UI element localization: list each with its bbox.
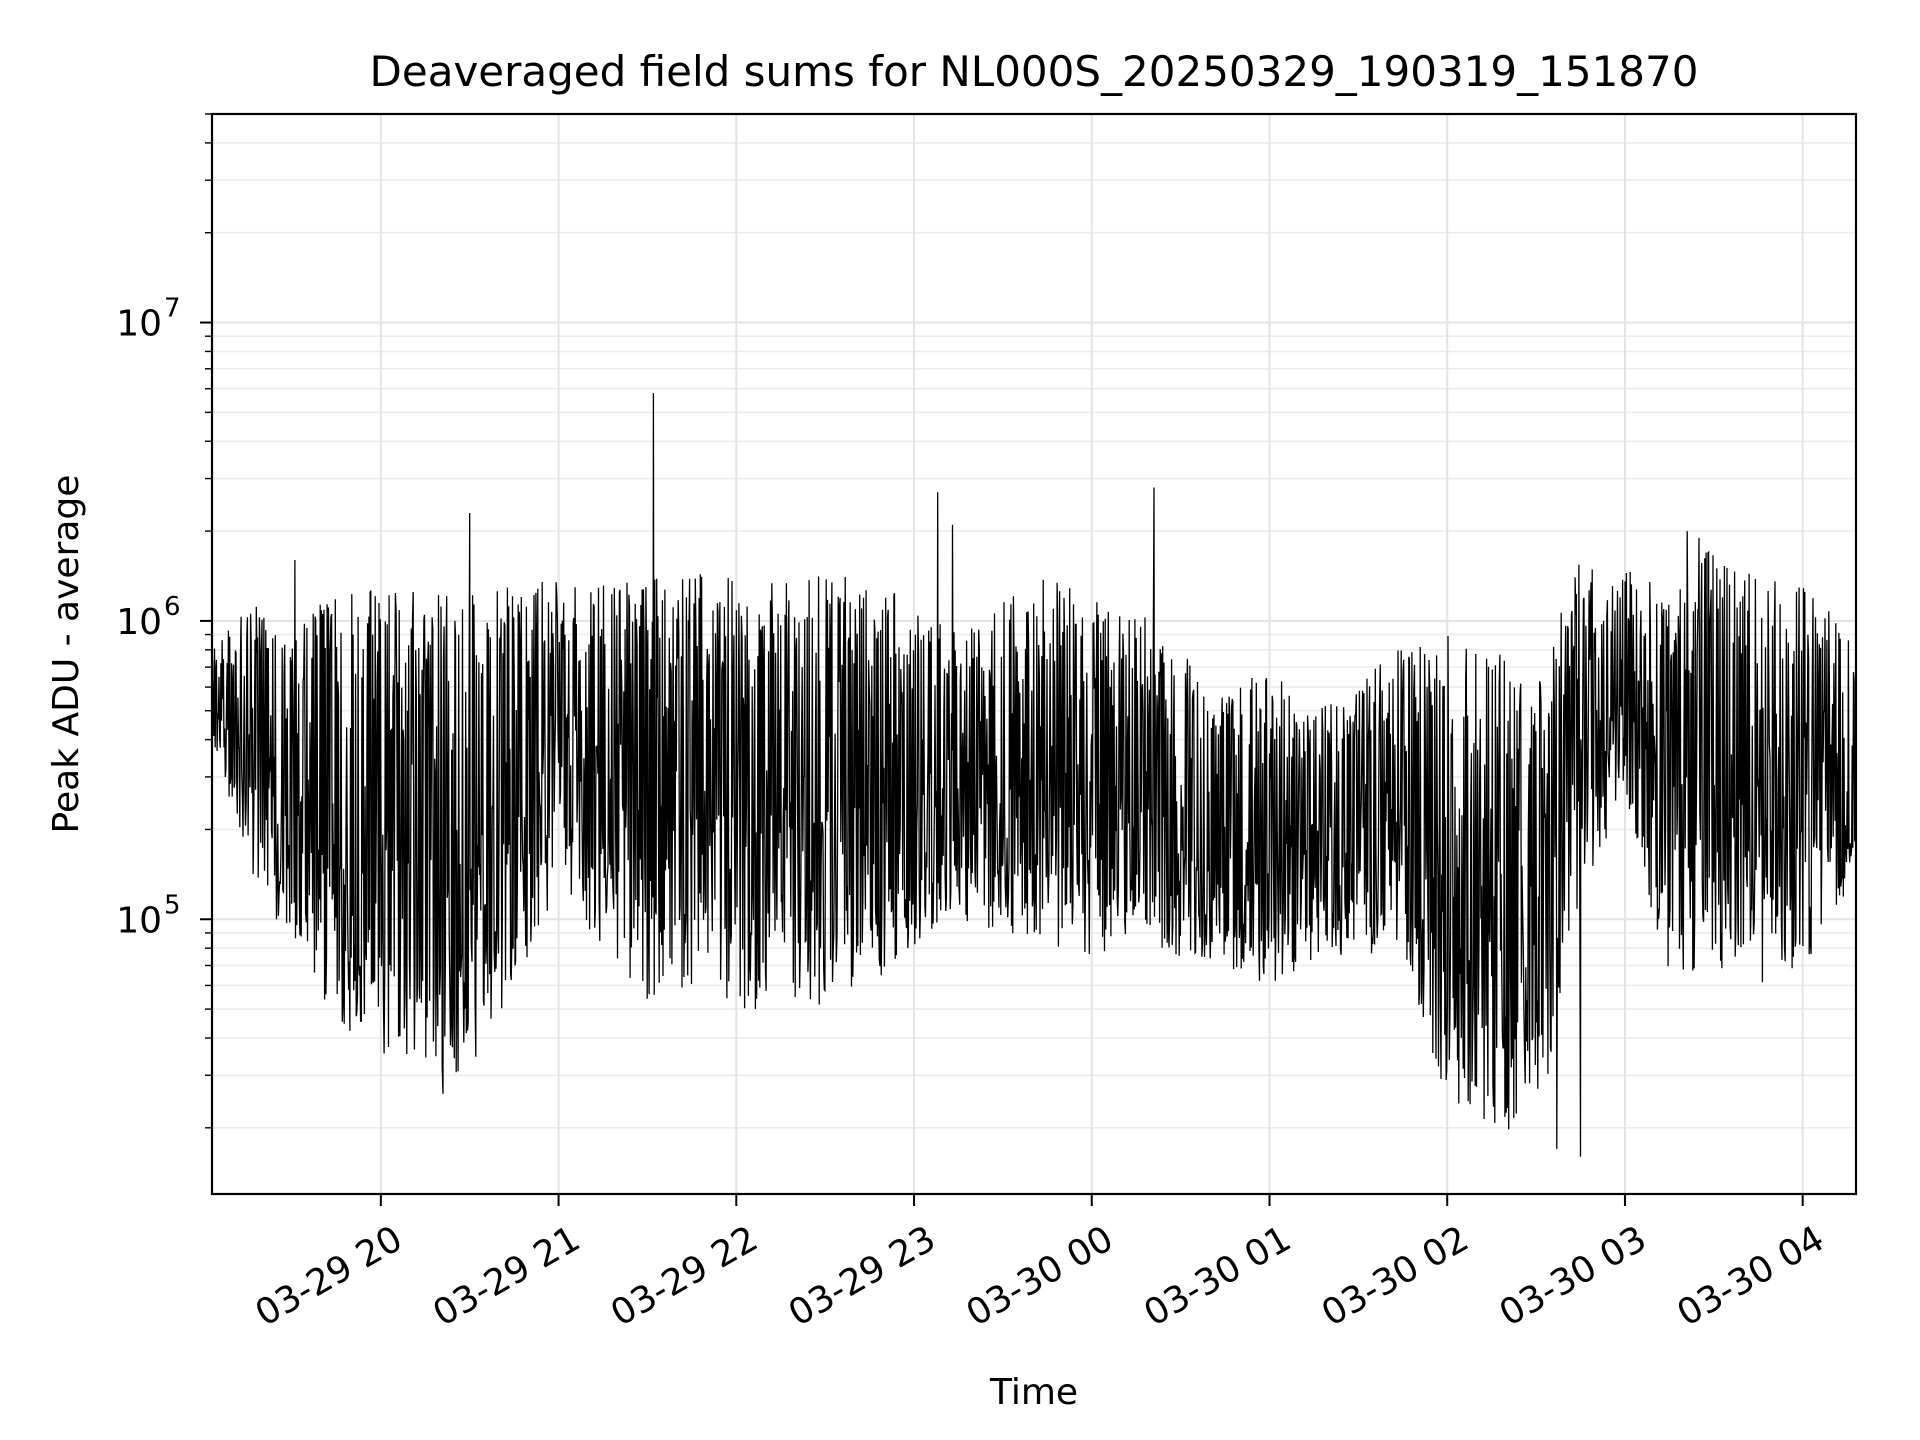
y-tick-label-exponent: 5 — [164, 890, 181, 920]
series-layer — [212, 393, 1856, 1157]
y-tick-label-base: 10 — [116, 304, 162, 345]
y-tick-label: 10 — [116, 304, 162, 345]
y-tick-label-base: 10 — [116, 602, 162, 643]
y-tick-label: 10 — [116, 900, 162, 941]
y-axis-label: Peak ADU - average — [46, 475, 87, 834]
y-tick-label-exponent: 7 — [164, 294, 181, 324]
y-tick-label-exponent: 6 — [164, 592, 181, 622]
y-tick-label-base: 10 — [116, 900, 162, 941]
plot-frame — [210, 112, 1858, 1196]
chart-title: Deaveraged field sums for NL000S_2025032… — [370, 47, 1699, 96]
series-line — [212, 393, 1856, 1157]
y-tick-label: 10 — [116, 602, 162, 643]
x-axis-label: Time — [989, 1372, 1078, 1413]
